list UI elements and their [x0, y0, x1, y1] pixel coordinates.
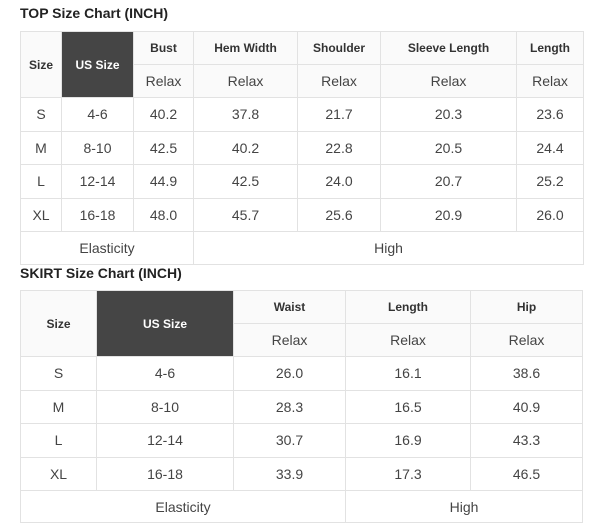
table-row: M 8-10 42.5 40.2 22.8 20.5 24.4	[20, 130, 584, 165]
table-cell: L	[20, 164, 62, 199]
table-cell: 45.7	[193, 197, 298, 232]
fit-label: Relax	[133, 64, 194, 98]
table-cell: S	[20, 97, 62, 132]
elasticity-label: Elasticity	[20, 490, 346, 523]
table-cell: 16-18	[96, 456, 234, 491]
table-cell: M	[20, 389, 97, 424]
table-cell: 30.7	[233, 423, 346, 458]
table-cell: 20.3	[380, 97, 517, 132]
table-row: L 12-14 30.7 16.9 43.3	[20, 423, 583, 458]
table-cell: 12-14	[61, 164, 134, 199]
table-cell: 25.6	[297, 197, 381, 232]
table-cell: 33.9	[233, 456, 346, 491]
table-cell: 42.5	[133, 130, 194, 165]
table-cell: 48.0	[133, 197, 194, 232]
fit-label: Relax	[380, 64, 517, 98]
fit-label: Relax	[470, 323, 583, 357]
table-cell: 38.6	[470, 356, 583, 391]
column-header: Hip	[470, 290, 583, 324]
table-cell: 24.4	[516, 130, 584, 165]
column-header: Waist	[233, 290, 346, 324]
table-cell: 24.0	[297, 164, 381, 199]
table-row: S 4-6 40.2 37.8 21.7 20.3 23.6	[20, 97, 584, 132]
table-cell: 4-6	[96, 356, 234, 391]
skirt-chart-title: SKIRT Size Chart (INCH)	[20, 265, 182, 281]
elasticity-value: High	[193, 231, 584, 265]
table-cell: M	[20, 130, 62, 165]
size-header: Size	[20, 290, 97, 357]
fit-label: Relax	[233, 323, 346, 357]
table-cell: 26.0	[516, 197, 584, 232]
table-cell: 28.3	[233, 389, 346, 424]
table-cell: 21.7	[297, 97, 381, 132]
table-cell: 40.9	[470, 389, 583, 424]
table-cell: 26.0	[233, 356, 346, 391]
table-cell: 12-14	[96, 423, 234, 458]
table-row: S 4-6 26.0 16.1 38.6	[20, 356, 583, 391]
table-cell: L	[20, 423, 97, 458]
table-cell: 46.5	[470, 456, 583, 491]
column-header: Length	[516, 31, 584, 65]
column-header: Shoulder	[297, 31, 381, 65]
table-cell: 44.9	[133, 164, 194, 199]
table-cell: XL	[20, 456, 97, 491]
table-cell: 42.5	[193, 164, 298, 199]
column-header: Sleeve Length	[380, 31, 517, 65]
fit-label: Relax	[516, 64, 584, 98]
fit-label: Relax	[193, 64, 298, 98]
table-cell: 4-6	[61, 97, 134, 132]
skirt-size-table: Size US Size Waist Length Hip Relax Relax…	[20, 290, 583, 523]
us-size-header: US Size	[61, 31, 134, 98]
table-row: XL 16-18 48.0 45.7 25.6 20.9 26.0	[20, 197, 584, 232]
table-cell: 8-10	[96, 389, 234, 424]
fit-label: Relax	[345, 323, 471, 357]
column-header: Hem Width	[193, 31, 298, 65]
table-row: XL 16-18 33.9 17.3 46.5	[20, 456, 583, 491]
table-row: L 12-14 44.9 42.5 24.0 20.7 25.2	[20, 164, 584, 199]
table-cell: XL	[20, 197, 62, 232]
table-cell: 20.7	[380, 164, 517, 199]
table-cell: 23.6	[516, 97, 584, 132]
table-cell: 25.2	[516, 164, 584, 199]
us-size-header: US Size	[96, 290, 234, 357]
size-header: Size	[20, 31, 62, 98]
table-cell: 43.3	[470, 423, 583, 458]
table-cell: 16-18	[61, 197, 134, 232]
table-cell: 20.5	[380, 130, 517, 165]
column-header: Length	[345, 290, 471, 324]
top-size-table: Size US Size Bust Hem Width Shoulder Sle…	[20, 31, 584, 265]
table-cell: 16.5	[345, 389, 471, 424]
elasticity-label: Elasticity	[20, 231, 194, 265]
table-cell: 22.8	[297, 130, 381, 165]
table-cell: 16.1	[345, 356, 471, 391]
table-cell: 8-10	[61, 130, 134, 165]
table-cell: 17.3	[345, 456, 471, 491]
column-header: Bust	[133, 31, 194, 65]
table-cell: 40.2	[193, 130, 298, 165]
table-cell: S	[20, 356, 97, 391]
top-chart-title: TOP Size Chart (INCH)	[20, 5, 169, 21]
table-cell: 40.2	[133, 97, 194, 132]
table-cell: 16.9	[345, 423, 471, 458]
table-cell: 20.9	[380, 197, 517, 232]
fit-label: Relax	[297, 64, 381, 98]
elasticity-value: High	[345, 490, 583, 523]
table-row: M 8-10 28.3 16.5 40.9	[20, 389, 583, 424]
table-cell: 37.8	[193, 97, 298, 132]
